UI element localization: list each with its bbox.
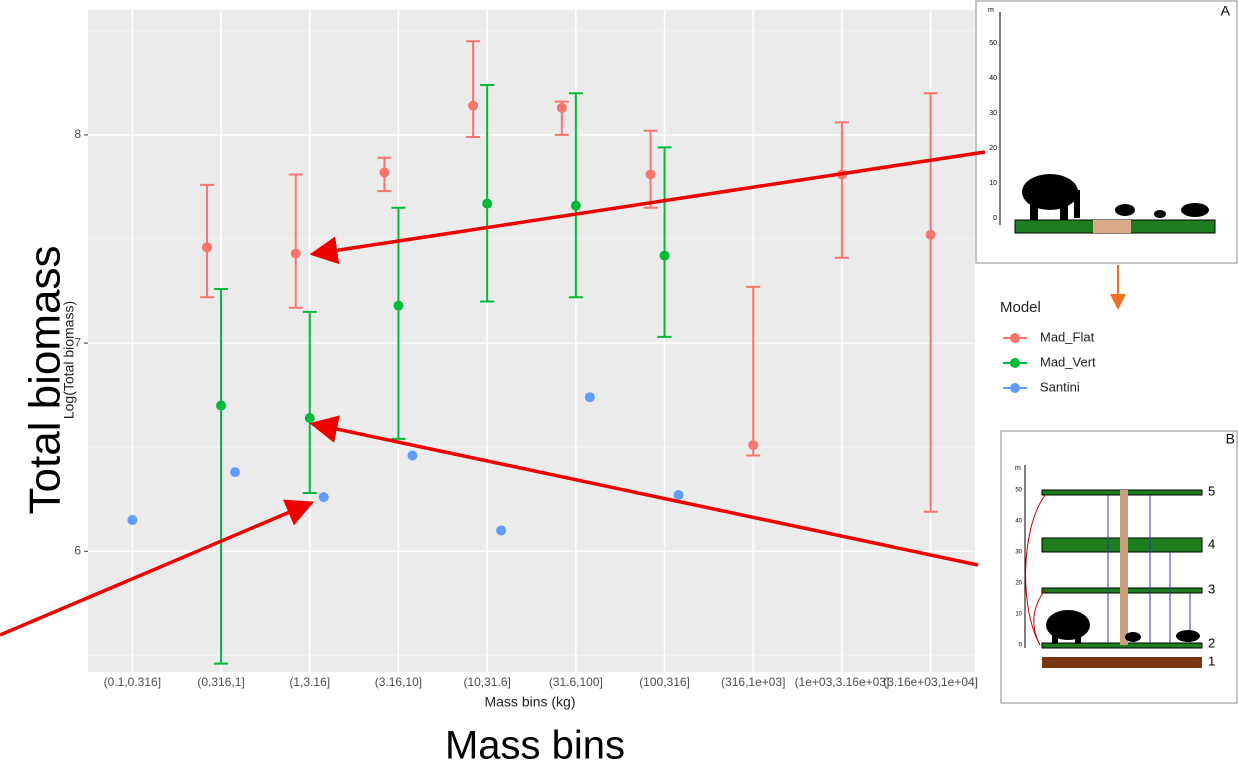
error-bar [746, 285, 761, 457]
legend-title: Model [1000, 299, 1041, 316]
point [673, 490, 684, 501]
legend-key [1010, 358, 1020, 368]
point [127, 515, 138, 526]
error-bar [834, 121, 849, 259]
error-bar [480, 83, 495, 303]
x-tick-label: (316,1e+03] [721, 675, 785, 689]
level-label: 1 [1208, 653, 1215, 668]
inset-axis: m [988, 7, 994, 14]
y-tick-label: 6 [74, 543, 81, 557]
legend-label: Mad_Vert [1040, 354, 1096, 369]
point [318, 492, 329, 503]
point [659, 250, 670, 261]
level-label: 4 [1208, 536, 1215, 551]
x-tick-label: (0.316,1] [197, 675, 244, 689]
inset-tick: 50 [989, 40, 997, 47]
error-bar [466, 40, 481, 138]
point [290, 248, 301, 259]
overlay-y: Total biomass [21, 245, 70, 514]
error-bar [200, 183, 215, 299]
point [570, 200, 581, 211]
x-tick-label: (100,316] [639, 675, 690, 689]
x-tick-label: (3.16,10] [375, 675, 422, 689]
inset-tick: 30 [989, 110, 997, 117]
x-tick-label: (31.6,100] [549, 675, 603, 689]
point [584, 392, 595, 403]
legend-key [1010, 383, 1020, 393]
inset-letter: B [1226, 431, 1235, 447]
x-tick-label: (0.1,0.316] [104, 675, 161, 689]
error-bar [288, 173, 303, 309]
x-tick-label: (10,31.6] [463, 675, 510, 689]
inset-a [975, 0, 1238, 264]
inset-tick: 40 [1015, 519, 1022, 525]
point [468, 100, 479, 111]
point [925, 229, 936, 240]
inset-tick: 10 [1015, 612, 1022, 618]
x-tick-label: (3.16e+03,1e+04] [883, 675, 978, 689]
point [216, 400, 227, 411]
point [304, 413, 315, 424]
error-bar [568, 92, 583, 299]
point [556, 102, 567, 113]
overlay-x: Mass bins [445, 724, 625, 768]
y-tick-label: 8 [74, 127, 81, 141]
legend-label: Santini [1040, 379, 1080, 394]
error-bar [302, 310, 317, 494]
arrows [0, 150, 1126, 637]
inset-b [1000, 430, 1238, 704]
point [496, 525, 507, 536]
point [748, 440, 759, 451]
inset-tick: 20 [1015, 581, 1022, 587]
inset-tick: 10 [989, 180, 997, 187]
inset-tick: 50 [1015, 488, 1022, 494]
error-bar [391, 206, 406, 440]
inset-tick: 0 [1019, 643, 1023, 649]
x-axis-label: Mass bins (kg) [484, 694, 575, 710]
panel [88, 10, 975, 672]
point [202, 242, 213, 253]
error-bar [657, 146, 672, 338]
level-label: 2 [1208, 635, 1215, 650]
error-bar [923, 92, 938, 513]
inset-tick: 40 [989, 75, 997, 82]
point [645, 169, 656, 180]
inset-tick: 0 [993, 215, 997, 222]
point [407, 450, 418, 461]
legend-key [1010, 333, 1020, 343]
y-tick-label: 7 [74, 335, 81, 349]
inset-tick: 30 [1015, 550, 1022, 556]
point [482, 198, 493, 209]
inset-axis: m [1015, 465, 1021, 472]
error-bar [643, 129, 658, 209]
inset-letter: A [1221, 3, 1231, 19]
point [393, 300, 404, 311]
point [379, 167, 390, 178]
level-label: 5 [1208, 483, 1215, 498]
inset-tick: 20 [989, 145, 997, 152]
x-tick-label: (1e+03,3.16e+03] [795, 675, 890, 689]
point [230, 467, 241, 478]
legend-label: Mad_Flat [1040, 329, 1095, 344]
level-label: 3 [1208, 581, 1215, 596]
x-tick-label: (1,3.16] [289, 675, 330, 689]
error-bar [214, 287, 229, 665]
y-axis-label: Log(Total biomass) [61, 301, 77, 419]
